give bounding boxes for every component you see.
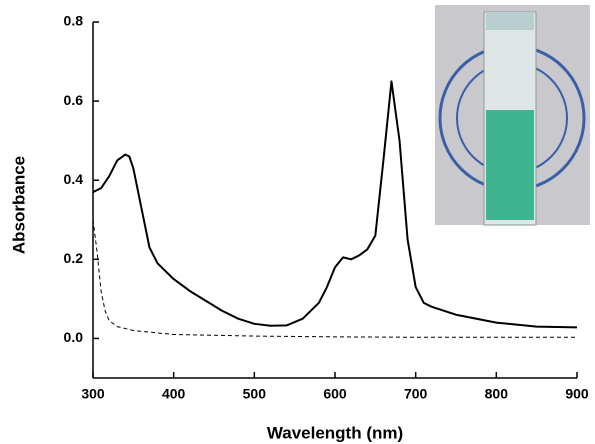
y-tick-label: 0.6 <box>64 92 84 108</box>
photo-inset <box>435 5 590 226</box>
y-axis-title: Absorbance <box>9 156 28 254</box>
x-tick-label: 800 <box>485 386 509 402</box>
x-tick-label: 900 <box>565 386 589 402</box>
y-tick-label: 0.4 <box>64 171 84 187</box>
series-line <box>92 219 577 338</box>
series-line <box>92 80 578 329</box>
x-tick-label: 400 <box>162 386 186 402</box>
y-tick-label: 0.2 <box>64 250 84 266</box>
x-tick-label: 600 <box>323 386 347 402</box>
y-tick-label: 0.0 <box>64 329 84 345</box>
x-axis-title: Wavelength (nm) <box>267 423 403 442</box>
y-tick-label: 0.8 <box>64 13 84 29</box>
x-tick-label: 700 <box>404 386 428 402</box>
x-tick-label: 500 <box>243 386 267 402</box>
x-tick-label: 300 <box>81 386 105 402</box>
